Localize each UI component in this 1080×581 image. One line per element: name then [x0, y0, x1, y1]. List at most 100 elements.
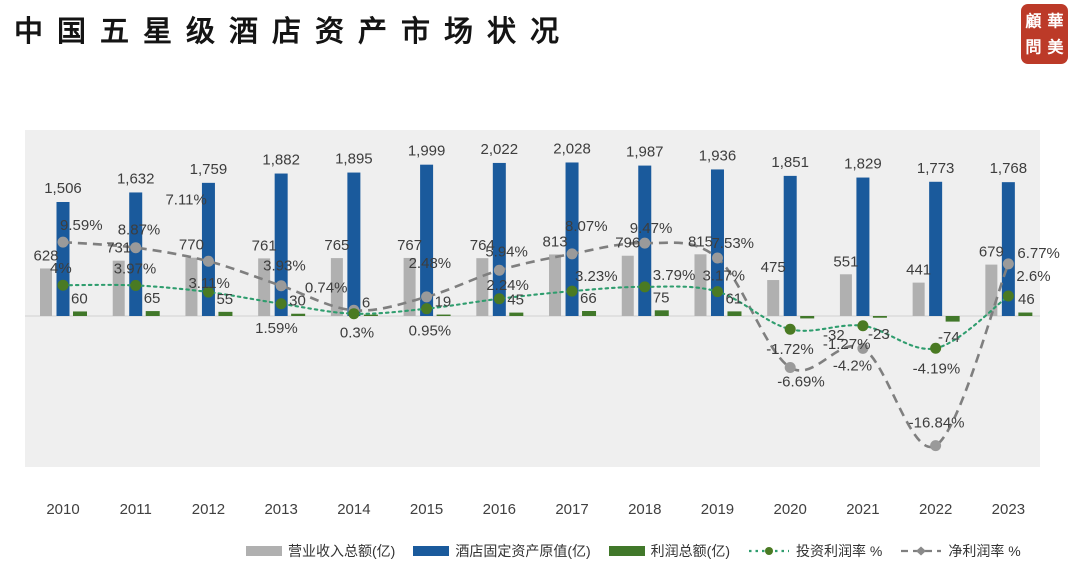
revenue-value-label-2010: 628	[33, 247, 58, 264]
profit-value-label-2022: -74	[938, 329, 960, 346]
fixed-assets-value-label-2022: 1,773	[917, 160, 955, 177]
profit-value-label-2011: 65	[144, 290, 161, 307]
profit-value-label-2012: 55	[216, 291, 233, 308]
net-margin-label-2011: 8.87%	[118, 222, 161, 239]
x-axis-label-2012: 2012	[192, 501, 225, 518]
investment-rate-marker-2023	[1002, 290, 1014, 302]
profit-value-label-2018: 75	[653, 289, 670, 306]
investment-rate-marker-2017	[566, 285, 578, 297]
net-margin-marker-2016	[493, 264, 505, 276]
seal-char: 華	[1047, 11, 1064, 31]
legend-label-fixed-assets: 酒店固定资产原值(亿)	[455, 543, 591, 559]
fixed-assets-value-label-2014: 1,895	[335, 151, 373, 168]
legend-item-investment-rate: 投资利润率 %	[748, 541, 882, 561]
fixed-assets-bar-2014	[347, 172, 361, 316]
revenue-bar-2020	[767, 280, 780, 316]
fixed-assets-value-label-2012: 1,759	[190, 161, 228, 178]
investment-rate-marker-2020	[784, 323, 796, 335]
x-axis-label-2019: 2019	[701, 501, 734, 518]
investment-rate-marker-2021	[857, 320, 869, 332]
net-margin-marker-2021	[857, 342, 869, 354]
net-margin-label-2023: 6.77%	[1017, 245, 1060, 262]
fixed-assets-value-label-2019: 1,936	[699, 147, 737, 164]
fixed-assets-bar-2012	[201, 182, 215, 316]
revenue-value-label-2021: 551	[833, 253, 858, 270]
profit-bar-2017	[582, 311, 597, 316]
investment-rate-marker-2019	[711, 286, 723, 298]
x-axis-label-2014: 2014	[337, 501, 370, 518]
net-margin-label-2016: 5.94%	[485, 243, 528, 260]
legend-swatch-investment-rate	[748, 547, 789, 555]
profit-bar-2014	[363, 314, 378, 316]
legend-item-net-margin: 净利润率 %	[900, 541, 1021, 561]
investment-rate-marker-2022	[930, 342, 942, 354]
net-margin-label-2015: 2.48%	[409, 255, 452, 272]
fixed-assets-value-label-2010: 1,506	[44, 180, 82, 197]
profit-bar-2021	[872, 316, 887, 318]
x-axis-label-2017: 2017	[555, 501, 588, 518]
profit-bar-2022	[945, 316, 960, 322]
legend-label-net-margin: 净利润率 %	[948, 543, 1021, 559]
plot-background	[25, 130, 1040, 467]
legend-label-investment-rate: 投资利润率 %	[795, 543, 883, 559]
fixed-assets-bar-2016	[492, 162, 506, 316]
x-axis-label-2015: 2015	[410, 501, 443, 518]
profit-value-label-2015: 19	[435, 294, 452, 311]
legend-swatch-net-margin	[901, 546, 942, 556]
fixed-assets-bar-2022	[929, 181, 943, 316]
page-title: 中国五星级酒店资产市场状况	[14, 16, 574, 48]
net-margin-label-2022: -16.84%	[909, 415, 965, 432]
profit-bar-2013	[291, 313, 306, 316]
revenue-bar-2022	[912, 282, 925, 316]
profit-bar-2015	[436, 314, 451, 316]
revenue-bar-2019	[694, 254, 707, 316]
legend-item-profit: 利润总额(亿)	[608, 541, 730, 561]
fixed-assets-value-label-2013: 1,882	[262, 152, 300, 169]
net-margin-label-2018: 9.47%	[630, 220, 673, 237]
investment-rate-label-2013: 1.59%	[255, 320, 298, 337]
fixed-assets-value-label-2015: 1,999	[408, 143, 446, 160]
revenue-value-label-2022: 441	[906, 262, 931, 279]
net-margin-label-2012: 7.11%	[165, 191, 206, 208]
legend-swatch-profit	[608, 546, 645, 556]
investment-rate-label-2012: 3.11%	[188, 275, 229, 292]
fixed-assets-bar-2017	[565, 162, 579, 316]
revenue-bar-2014	[330, 258, 343, 316]
investment-rate-label-2019: 3.17%	[702, 268, 745, 285]
revenue-value-label-2018: 796	[615, 235, 640, 252]
investment-rate-label-2011: 3.97%	[114, 260, 157, 277]
investment-rate-marker-2015	[421, 303, 433, 315]
net-margin-marker-2010	[57, 236, 69, 248]
x-axis-label-2013: 2013	[264, 501, 297, 518]
profit-value-label-2010: 60	[71, 290, 88, 307]
net-margin-marker-2015	[421, 291, 433, 303]
fixed-assets-bar-2023	[1001, 182, 1015, 316]
net-margin-marker-2022	[930, 440, 942, 452]
fixed-assets-bar-2020	[783, 175, 797, 316]
profit-value-label-2023: 46	[1018, 291, 1035, 308]
revenue-value-label-2013: 761	[252, 237, 277, 254]
investment-rate-marker-2016	[493, 293, 505, 305]
net-margin-marker-2023	[1002, 258, 1014, 270]
fixed-assets-value-label-2023: 1,768	[990, 160, 1028, 177]
fixed-assets-value-label-2016: 2,022	[481, 141, 519, 158]
profit-bar-2016	[509, 312, 524, 316]
revenue-value-label-2014: 765	[324, 237, 349, 254]
seal-char: 美	[1047, 37, 1064, 57]
net-margin-label-2021: -4.2%	[833, 357, 872, 374]
net-margin-marker-2017	[566, 248, 578, 260]
net-margin-marker-2013	[275, 280, 287, 292]
fixed-assets-value-label-2011: 1,632	[117, 170, 155, 187]
legend-swatch-fixed-assets	[413, 546, 450, 556]
legend-item-fixed-assets: 酒店固定资产原值(亿)	[413, 541, 591, 561]
revenue-bar-2011	[112, 260, 125, 316]
investment-rate-label-2014: 0.3%	[340, 325, 374, 342]
fixed-assets-value-label-2020: 1,851	[771, 154, 809, 171]
x-axis-label-2021: 2021	[846, 501, 879, 518]
profit-bar-2019	[727, 311, 742, 316]
net-margin-marker-2019	[711, 252, 723, 264]
fixed-assets-value-label-2018: 1,987	[626, 144, 664, 161]
net-margin-label-2014: 0.74%	[305, 279, 348, 296]
